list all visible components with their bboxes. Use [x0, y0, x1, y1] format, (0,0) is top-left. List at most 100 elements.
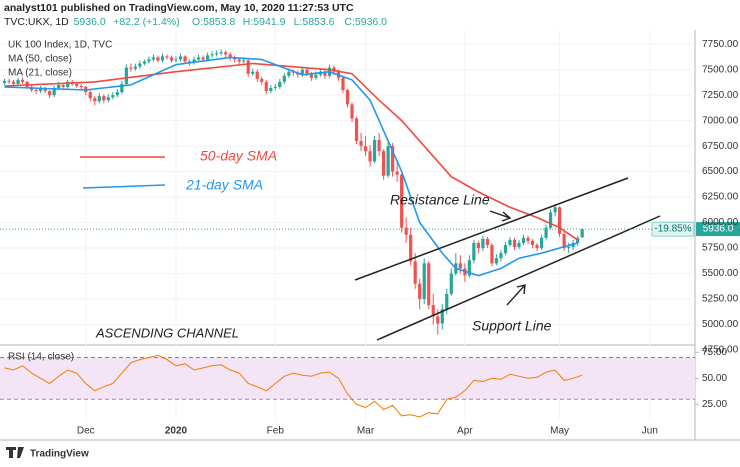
candle-body: [273, 86, 277, 89]
quote-value: O:5853.8: [192, 16, 235, 28]
candle-body: [237, 59, 241, 62]
candle-body: [562, 233, 566, 249]
rsi-title: RSI (14, close): [8, 352, 74, 363]
candle-body: [368, 151, 372, 162]
candle-body: [535, 244, 539, 249]
arrow: [506, 284, 526, 306]
legend-entry: MA (21, close): [8, 68, 72, 79]
rsi-band: [0, 357, 695, 400]
candle-body: [485, 238, 490, 245]
x-tick-label: Apr: [457, 426, 473, 437]
x-tick-label: 2020: [165, 426, 188, 437]
candle-body: [345, 90, 350, 105]
candle-body: [521, 237, 526, 243]
candle-body: [494, 258, 499, 264]
candle-body: [57, 84, 61, 89]
candle-body: [205, 55, 210, 60]
change-tag: [651, 221, 695, 237]
candle-body: [93, 98, 97, 102]
candle-body: [354, 118, 359, 142]
candle-body: [201, 57, 205, 60]
candle-body: [413, 261, 417, 284]
candle-body: [282, 75, 286, 82]
candle-body: [422, 263, 426, 300]
candle-body: [503, 244, 508, 254]
candle-body: [79, 85, 83, 87]
candle-body: [246, 60, 250, 74]
candle-body: [219, 52, 223, 54]
annotation: 21-day SMA: [185, 177, 263, 193]
candle-body: [48, 91, 52, 96]
candle-body: [224, 52, 228, 55]
y-tick-label: 7750.00: [702, 39, 739, 50]
candle-body: [512, 239, 517, 248]
candle-body: [111, 95, 115, 98]
grid: [0, 30, 740, 441]
quote-value: C:5936.0: [344, 16, 387, 28]
candle-body: [251, 71, 255, 74]
candle-body: [427, 263, 431, 306]
candle-body: [481, 238, 485, 249]
candle-body: [476, 242, 480, 249]
candle-body: [576, 237, 580, 243]
quote-value: +82.2 (+1.4%): [113, 16, 180, 28]
candle-body: [548, 212, 553, 228]
candle-body: [215, 53, 219, 55]
candle-body: [97, 96, 101, 102]
candle-body: [359, 141, 363, 147]
candle-body: [210, 54, 214, 56]
candle-body: [472, 242, 476, 261]
candle-body: [151, 57, 156, 60]
rsi-line: [4, 354, 583, 418]
candle-body: [88, 92, 92, 99]
y-tick-label: 7000.00: [702, 115, 739, 126]
y-tick-label: 5000.00: [702, 319, 739, 330]
candle-body: [16, 79, 20, 84]
candle-body: [39, 89, 43, 92]
y-tick-label: 6500.00: [702, 166, 739, 177]
annotation: 50-day SMA: [200, 148, 277, 164]
quote-value: L:5853.6: [294, 16, 335, 28]
rsi-tick-label: 75.00: [702, 347, 727, 358]
candle-body: [418, 283, 422, 300]
candle-body: [2, 80, 7, 83]
candle-body: [400, 174, 404, 228]
candle-body: [309, 73, 313, 78]
candle-body: [7, 80, 11, 82]
chart-title: UK 100 Index, 1D, TVC: [8, 40, 112, 51]
candle-body: [242, 60, 246, 62]
arrow: [489, 210, 512, 222]
candle-body: [11, 81, 16, 84]
candle-body: [133, 66, 137, 69]
publisher: analyst101 published on TradingView.com,…: [4, 2, 354, 14]
candle-body: [269, 88, 273, 92]
x-tick-label: Mar: [357, 426, 375, 437]
y-tick-label: 6750.00: [702, 141, 739, 152]
annotation-line: [82, 184, 166, 189]
legend-entry: MA (50, close): [8, 54, 72, 65]
annotation: Resistance Line: [390, 192, 490, 208]
candle-body: [124, 67, 128, 84]
candle-body: [341, 77, 345, 91]
candle-body: [183, 56, 187, 62]
candle-body: [372, 139, 377, 162]
candle-body: [115, 92, 119, 96]
candle-body: [156, 57, 160, 61]
candle-body: [300, 69, 304, 75]
y-tick-label: 7250.00: [702, 90, 739, 101]
candle-body: [66, 81, 70, 87]
candle-body: [517, 242, 521, 248]
candle-body: [120, 83, 124, 93]
candle-body: [499, 253, 503, 259]
candle-body: [409, 234, 413, 262]
candle-body: [526, 237, 530, 241]
candle-body: [580, 229, 584, 238]
candle-body: [467, 260, 471, 276]
resistance-line: [354, 177, 629, 281]
candle-body: [490, 244, 494, 264]
candle-body: [129, 67, 133, 69]
brand: TradingView: [30, 449, 89, 460]
candle-body: [34, 90, 38, 92]
candle-body: [553, 207, 557, 213]
